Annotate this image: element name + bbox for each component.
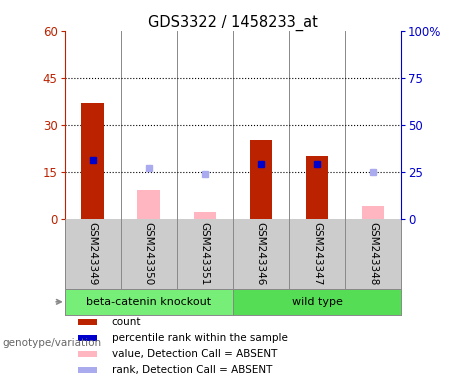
Text: GSM243349: GSM243349 — [88, 222, 98, 286]
Text: genotype/variation: genotype/variation — [2, 338, 101, 348]
Text: value, Detection Call = ABSENT: value, Detection Call = ABSENT — [112, 349, 277, 359]
Text: GSM243350: GSM243350 — [144, 222, 154, 285]
Bar — [194, 212, 216, 218]
Text: GSM243348: GSM243348 — [368, 222, 378, 286]
Text: rank, Detection Call = ABSENT: rank, Detection Call = ABSENT — [112, 365, 272, 375]
Bar — [306, 156, 328, 218]
Text: beta-catenin knockout: beta-catenin knockout — [86, 297, 211, 307]
Bar — [78, 335, 96, 341]
Text: percentile rank within the sample: percentile rank within the sample — [112, 333, 288, 343]
Bar — [362, 206, 384, 218]
Bar — [65, 289, 233, 314]
Text: GSM243351: GSM243351 — [200, 222, 210, 286]
Bar — [137, 190, 160, 218]
Bar — [78, 367, 96, 373]
Bar — [78, 319, 96, 325]
Bar — [82, 103, 104, 218]
Bar — [250, 140, 272, 218]
Bar — [233, 289, 401, 314]
Title: GDS3322 / 1458233_at: GDS3322 / 1458233_at — [148, 15, 318, 31]
Text: GSM243346: GSM243346 — [256, 222, 266, 286]
Bar — [78, 351, 96, 357]
Text: wild type: wild type — [291, 297, 343, 307]
Text: count: count — [112, 317, 141, 327]
Text: GSM243347: GSM243347 — [312, 222, 322, 286]
